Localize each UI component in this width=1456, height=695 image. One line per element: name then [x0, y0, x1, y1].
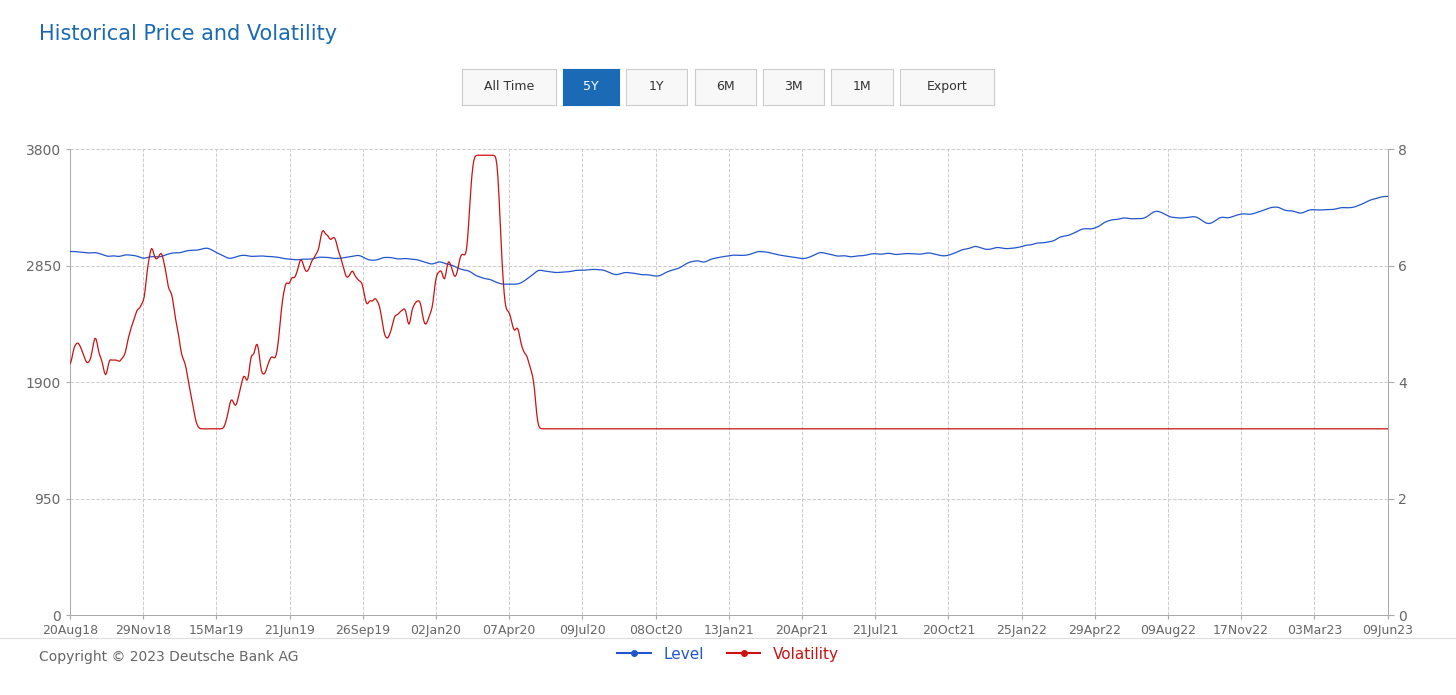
Legend: Level, Volatility: Level, Volatility [612, 641, 844, 668]
Text: All Time: All Time [483, 81, 534, 93]
Text: 5Y: 5Y [584, 81, 598, 93]
Text: 6M: 6M [716, 81, 734, 93]
Text: 1Y: 1Y [649, 81, 664, 93]
Text: Export: Export [927, 81, 967, 93]
Text: 3M: 3M [785, 81, 802, 93]
Text: Copyright © 2023 Deutsche Bank AG: Copyright © 2023 Deutsche Bank AG [39, 650, 298, 664]
Text: Historical Price and Volatility: Historical Price and Volatility [39, 24, 338, 44]
Text: 1M: 1M [853, 81, 871, 93]
